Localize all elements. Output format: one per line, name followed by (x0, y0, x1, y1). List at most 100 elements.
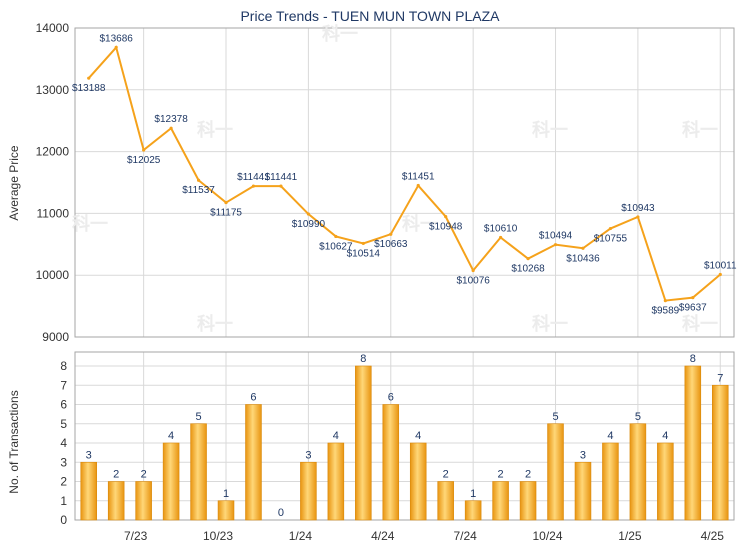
transaction-bar (190, 423, 207, 521)
price-point (444, 215, 448, 219)
transaction-bar (712, 384, 729, 521)
x-tick-label: 10/24 (533, 529, 563, 543)
price-tick-label: 9000 (42, 330, 69, 344)
price-data-label: $10948 (429, 222, 463, 233)
transaction-bar (519, 481, 537, 521)
price-point (636, 215, 640, 219)
transaction-data-label: 2 (113, 469, 119, 481)
transaction-bar (409, 442, 427, 521)
transaction-bar (382, 404, 400, 521)
transaction-data-label: 1 (470, 488, 476, 500)
watermark-logo: 科一 (532, 119, 568, 140)
watermark-logo: 科一 (532, 313, 568, 334)
transaction-data-label: 1 (223, 488, 229, 500)
price-point (608, 226, 613, 231)
x-tick-label: 1/25 (618, 529, 642, 543)
price-panel: 14000130001200011000100009000科一科一 科一 科一科一科… (36, 21, 737, 344)
watermark-logo: 科一 (197, 313, 233, 334)
transaction-bar (107, 481, 125, 521)
price-data-label: $10011 (704, 261, 737, 272)
price-point (142, 148, 146, 152)
price-point (663, 298, 667, 303)
transaction-bar (547, 423, 564, 521)
transaction-data-label: 4 (415, 430, 421, 442)
price-data-label: $12378 (154, 114, 188, 125)
transaction-data-label: 6 (250, 392, 256, 404)
watermark-logo: 科一 (72, 213, 108, 234)
price-point (251, 184, 256, 188)
price-series-line (87, 45, 721, 302)
price-data-label: $10610 (484, 224, 518, 235)
transaction-data-label: 3 (580, 449, 586, 461)
count-plot-frame (74, 351, 735, 521)
price-axis-title: Average Price (7, 145, 21, 220)
watermark-logo: 科一 (322, 23, 358, 44)
transaction-bar (300, 461, 317, 521)
transaction-bar (437, 481, 454, 521)
chart-title: Price Trends - TUEN MUN TOWN PLAZA (240, 8, 500, 24)
price-data-label: $11441 (237, 172, 270, 183)
price-tick-label: 14000 (36, 21, 70, 35)
price-data-label: $10436 (566, 253, 600, 264)
transaction-data-label: 2 (525, 469, 531, 481)
price-tick-label: 13000 (36, 83, 70, 97)
price-data-label: $11175 (210, 208, 242, 219)
count-tick-label: 8 (60, 359, 67, 373)
transaction-data-label: 0 (278, 507, 284, 519)
transaction-bar (327, 442, 345, 521)
transaction-data-label: 2 (498, 469, 504, 481)
x-tick-label: 4/25 (701, 529, 725, 543)
price-data-label: $11451 (402, 172, 435, 183)
transaction-data-label: 5 (196, 411, 202, 423)
count-tick-label: 4 (60, 436, 67, 450)
transactions-panel: 8 7 6 5 4 3 2 1 0 3 2 2 4 5 1 6 0 3 4 8 6 4 2 1 2 2 5 3 4 5 4 8 7 7/23 10/… (60, 351, 735, 543)
price-data-label: $13188 (72, 83, 106, 94)
watermark-logo: 科一 (402, 213, 438, 234)
transaction-bar (355, 365, 372, 521)
price-point (306, 212, 310, 216)
price-point (334, 234, 338, 239)
price-point (416, 183, 420, 188)
transaction-data-label: 2 (141, 469, 147, 481)
price-data-label: $10755 (594, 234, 628, 245)
x-tick-label: 1/24 (289, 529, 313, 543)
price-point (279, 184, 283, 188)
watermark-logo: 科一 (682, 313, 718, 334)
transaction-data-label: 5 (552, 411, 558, 423)
count-tick-label: 6 (60, 398, 67, 412)
price-point (224, 200, 228, 205)
transaction-bar (492, 481, 509, 521)
price-data-label: $10663 (374, 239, 408, 250)
watermark-logo: 科一 (197, 119, 233, 140)
price-point (581, 246, 585, 250)
transaction-data-label: 4 (333, 430, 339, 442)
transaction-bar (657, 442, 674, 521)
price-point (169, 126, 173, 130)
transaction-bar (602, 442, 619, 521)
price-point (87, 76, 91, 80)
transaction-bar (80, 461, 97, 521)
price-point (691, 296, 695, 300)
price-tick-label: 10000 (36, 268, 70, 282)
price-data-label: $10494 (539, 231, 573, 242)
count-tick-label: 5 (60, 417, 67, 431)
x-tick-label: 7/24 (453, 529, 477, 543)
price-data-label: $12025 (127, 155, 161, 166)
price-data-label: $11441 (265, 172, 298, 183)
price-point (718, 272, 722, 277)
transaction-bar (574, 461, 592, 521)
x-tick-label: 4/24 (371, 529, 395, 543)
price-data-label: $10076 (456, 276, 490, 287)
price-plot-frame (74, 27, 735, 338)
transaction-data-label: 3 (86, 449, 92, 461)
price-data-label: $10627 (319, 241, 353, 252)
price-data-label: $10990 (292, 219, 326, 230)
transaction-data-label: 4 (607, 430, 613, 442)
price-point (526, 257, 530, 261)
transaction-data-label: 8 (360, 353, 366, 365)
count-tick-label: 2 (60, 475, 67, 489)
transaction-bar (464, 500, 482, 521)
price-data-label: $13686 (100, 33, 134, 44)
transaction-data-label: 8 (690, 353, 696, 365)
